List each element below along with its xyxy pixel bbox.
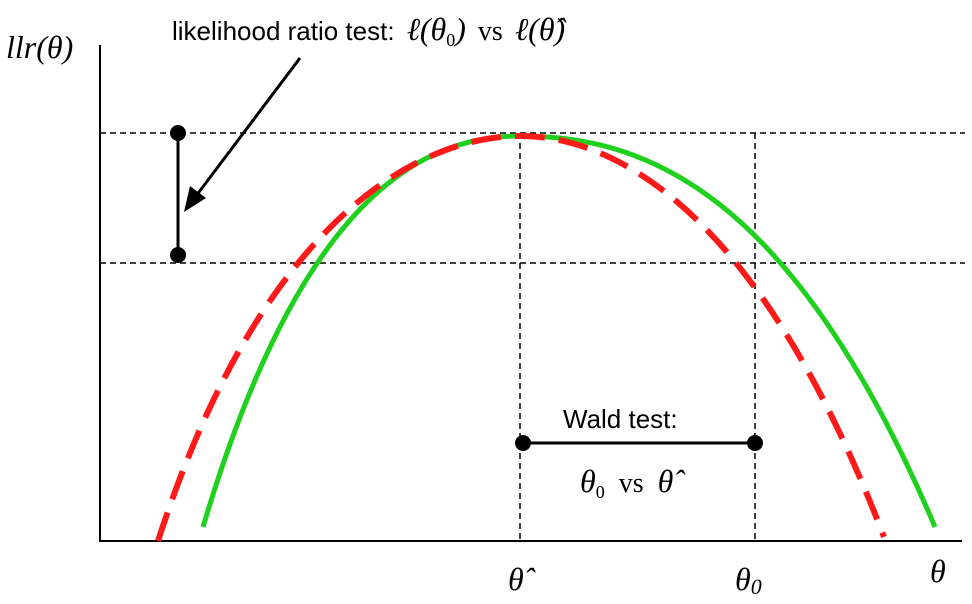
lrt-point-bottom: [170, 247, 186, 263]
y-axis-label: llr(θ): [6, 29, 73, 65]
lrt-arrow: [194, 57, 302, 197]
lrt-point-top: [170, 125, 186, 141]
wald-label: Wald test:: [563, 404, 678, 434]
x-tick-mle: θ̂: [508, 561, 536, 597]
wald-point-mle: [515, 435, 531, 451]
quadratic-approximation-curve: [155, 132, 887, 542]
wald-expression: θ0 vs θ̂: [580, 463, 685, 502]
arrowhead-icon: [184, 186, 206, 212]
lrt-label: likelihood ratio test: ℓ(θ0) vs ℓ(θ̂): [172, 11, 567, 50]
wald-point-null: [747, 435, 763, 451]
x-tick-null: θ0: [735, 561, 762, 599]
log-likelihood-curve: [200, 133, 938, 528]
x-axis-label: θ: [930, 553, 946, 589]
